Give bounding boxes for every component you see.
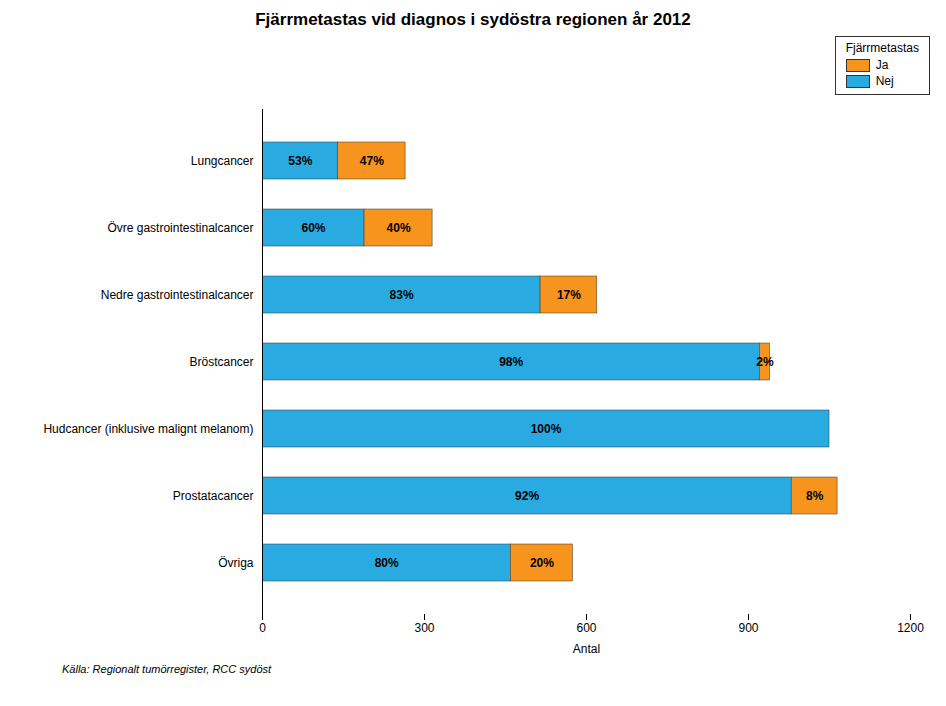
- svg-text:100%: 100%: [531, 422, 562, 436]
- svg-text:92%: 92%: [515, 489, 539, 503]
- svg-text:Övriga: Övriga: [218, 556, 254, 570]
- svg-text:600: 600: [576, 621, 596, 635]
- svg-text:Övre gastrointestinalcancer: Övre gastrointestinalcancer: [107, 221, 253, 235]
- html-text:Källa: Regionalt tumörregister: Källa: Regionalt tumörregister, RCC sydö…: [62, 663, 272, 675]
- svg-text:2%: 2%: [756, 355, 774, 369]
- svg-text:83%: 83%: [390, 288, 414, 302]
- svg-text:Antal: Antal: [573, 642, 600, 656]
- svg-text:60%: 60%: [302, 221, 326, 235]
- svg-text:98%: 98%: [499, 355, 523, 369]
- svg-text:Lungcancer: Lungcancer: [191, 154, 254, 168]
- svg-text:47%: 47%: [360, 154, 384, 168]
- html-text:Fjärrmetastas: Fjärrmetastas: [845, 41, 919, 55]
- svg-text:80%: 80%: [375, 556, 399, 570]
- svg-text:53%: 53%: [288, 154, 312, 168]
- svg-text:20%: 20%: [530, 556, 554, 570]
- html-text:Fjärrmetastas vid diagnos i sy: Fjärrmetastas vid diagnos i sydöstra reg…: [255, 10, 691, 29]
- svg-text:Nedre gastrointestinalcancer: Nedre gastrointestinalcancer: [101, 288, 254, 302]
- svg-text:8%: 8%: [806, 489, 824, 503]
- svg-text:Hudcancer (inklusive malignt m: Hudcancer (inklusive malignt melanom): [43, 422, 253, 436]
- svg-text:Prostatacancer: Prostatacancer: [173, 489, 254, 503]
- svg-text:0: 0: [259, 621, 266, 635]
- svg-text:17%: 17%: [557, 288, 581, 302]
- svg-text:300: 300: [414, 621, 434, 635]
- svg-text:Bröstcancer: Bröstcancer: [189, 355, 253, 369]
- html-text:Ja: Ja: [875, 58, 889, 72]
- html-text:Nej: Nej: [875, 74, 894, 88]
- svg-text:40%: 40%: [387, 221, 411, 235]
- svg-text:900: 900: [738, 621, 758, 635]
- svg-text:1200: 1200: [897, 621, 924, 635]
